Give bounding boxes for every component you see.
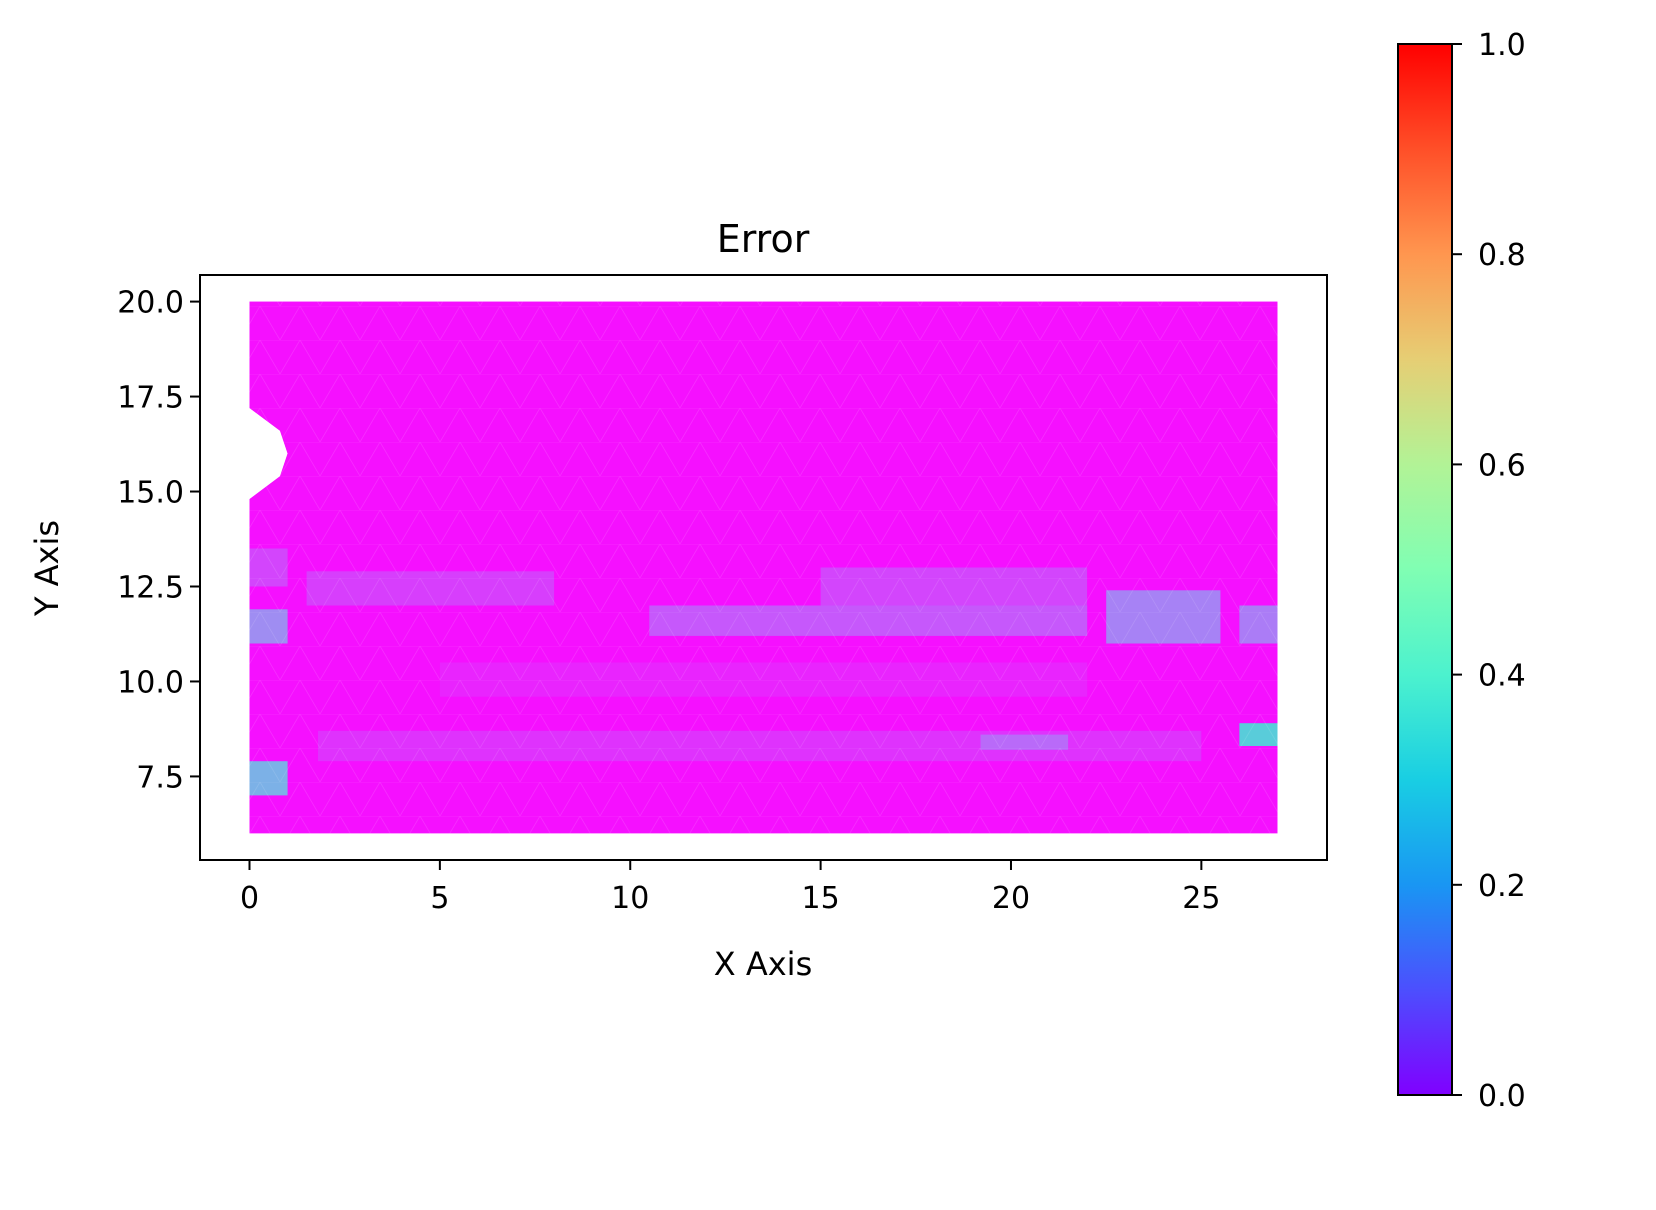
colorbar-tick-label: 0.0: [1478, 1079, 1526, 1114]
y-axis: 7.5 10.0 12.5 15.0 17.5 20.0: [117, 286, 200, 795]
colorbar-tick-label: 0.2: [1478, 869, 1526, 904]
colorbar-ticks: 0.0 0.2 0.4 0.6 0.8 1.0: [1452, 28, 1526, 1114]
x-axis: 0 5 10 15 20 25: [240, 860, 1220, 916]
x-tick-label: 15: [802, 881, 840, 916]
y-tick-label: 20.0: [117, 286, 184, 321]
x-tick-label: 5: [430, 881, 449, 916]
colorbar-gradient: [1397, 43, 1453, 1096]
colorbar-tick-label: 0.8: [1478, 238, 1526, 273]
y-tick-label: 7.5: [136, 760, 184, 795]
y-tick-label: 10.0: [117, 665, 184, 700]
y-tick-label: 15.0: [117, 476, 184, 511]
y-tick-label: 12.5: [117, 570, 184, 605]
colorbar-tick-label: 0.4: [1478, 659, 1526, 694]
y-axis-label: Y Axis: [28, 520, 66, 617]
x-tick-label: 25: [1182, 881, 1220, 916]
x-axis-label: X Axis: [714, 945, 812, 983]
colorbar: 0.0 0.2 0.4 0.6 0.8 1.0: [1397, 28, 1526, 1114]
colorbar-tick-label: 0.6: [1478, 448, 1526, 483]
mesh-lines: [249, 301, 1278, 834]
colorbar-tick-label: 1.0: [1478, 28, 1526, 63]
plot-area: [199, 274, 1328, 861]
x-tick-label: 0: [240, 881, 259, 916]
y-tick-label: 17.5: [117, 381, 184, 416]
x-tick-label: 10: [611, 881, 649, 916]
x-tick-label: 20: [992, 881, 1030, 916]
chart-title: Error: [717, 217, 810, 261]
axes-frame: [199, 274, 1328, 861]
